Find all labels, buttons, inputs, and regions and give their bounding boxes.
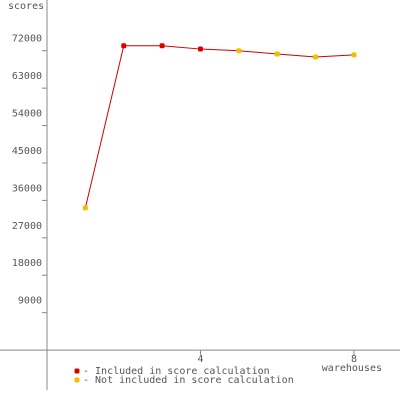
y-tick-label: 54000 xyxy=(12,109,42,120)
x-tick-label: 8 xyxy=(351,354,357,365)
data-point xyxy=(159,43,165,49)
y-tick-label: 63000 xyxy=(12,71,42,82)
data-point xyxy=(274,51,280,57)
line-segment xyxy=(84,45,125,209)
x-tick-label: 4 xyxy=(197,354,203,365)
legend-marker xyxy=(74,368,80,374)
y-tick-label: 27000 xyxy=(12,221,42,232)
line-segment xyxy=(277,53,316,58)
line-segment xyxy=(162,45,201,50)
x-axis-label: warehouses xyxy=(322,363,382,374)
y-tick-label: 36000 xyxy=(12,183,42,194)
line-segment xyxy=(200,48,239,52)
legend-label: - Included in score calculation xyxy=(83,366,270,377)
y-tick-label: 9000 xyxy=(18,296,42,307)
y-tick-label: 72000 xyxy=(12,34,42,45)
y-tick-label: 45000 xyxy=(12,146,42,157)
data-point xyxy=(197,46,203,52)
y-tick-label: 18000 xyxy=(12,258,42,269)
line-segment xyxy=(315,54,354,58)
data-point xyxy=(236,48,242,54)
line-segment xyxy=(238,50,278,55)
data-point xyxy=(351,52,357,58)
y-axis-label: scores xyxy=(8,1,44,12)
data-point xyxy=(121,43,127,49)
data-point xyxy=(82,205,88,211)
legend-label: - Not included in score calculation xyxy=(83,375,294,386)
legend-marker xyxy=(74,377,80,383)
data-point xyxy=(313,54,319,60)
